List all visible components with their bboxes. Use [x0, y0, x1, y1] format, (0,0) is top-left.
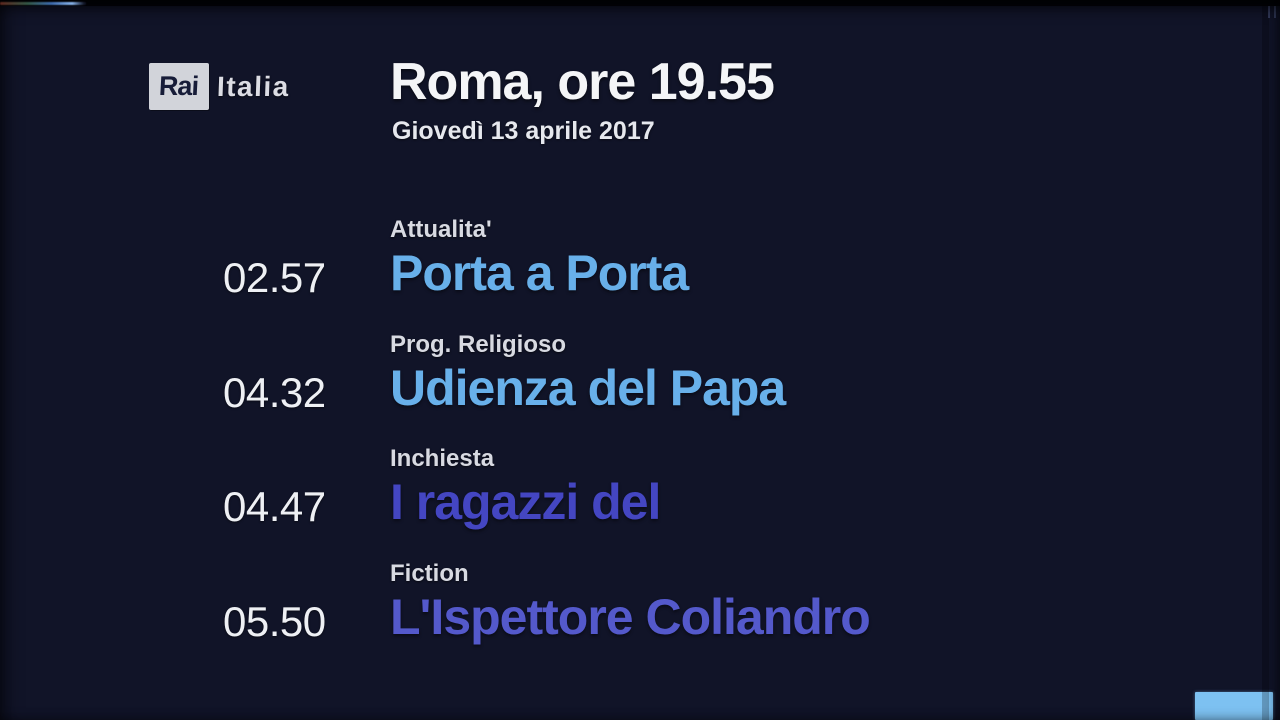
program-time: 02.57	[223, 254, 326, 301]
schedule-row: Attualita' 02.57 Porta a Porta	[0, 212, 1280, 322]
corner-cue-box	[1195, 692, 1273, 720]
page-title: Roma, ore 19.55	[390, 53, 775, 111]
program-category: Fiction	[390, 560, 469, 587]
schedule-row: Fiction 05.50 L'Ispettore Coliandro	[0, 556, 1280, 666]
program-title: I ragazzi del	[390, 474, 661, 530]
program-category: Prog. Religioso	[390, 331, 567, 358]
rai-italia-logo: Rai Italia	[149, 63, 290, 110]
top-border-strip	[0, 0, 1280, 6]
program-time: 05.50	[223, 598, 326, 645]
program-title: L'Ispettore Coliandro	[390, 589, 871, 645]
rai-logo-box: Rai	[149, 63, 209, 110]
program-time: 04.32	[223, 369, 326, 416]
program-time: 04.47	[223, 483, 326, 530]
edge-artifact	[1274, 6, 1276, 18]
edge-artifact	[1268, 6, 1270, 18]
signal-artifact-line	[0, 2, 86, 5]
program-category: Attualita'	[390, 216, 492, 243]
page-date: Giovedì 13 aprile 2017	[392, 117, 655, 145]
schedule-row: Prog. Religioso 04.32 Udienza del Papa	[0, 327, 1280, 437]
schedule-row: Inchiesta 04.47 I ragazzi del	[0, 441, 1280, 551]
program-title: Udienza del Papa	[390, 360, 786, 416]
right-edge-band	[1262, 0, 1269, 720]
program-title: Porta a Porta	[390, 245, 689, 301]
program-category: Inchiesta	[390, 445, 495, 472]
